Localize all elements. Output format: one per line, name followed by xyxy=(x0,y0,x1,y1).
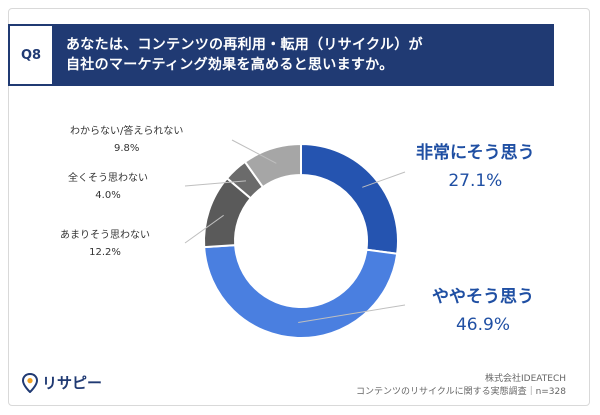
slice-value: 4.0% xyxy=(95,190,121,201)
map-pin-icon xyxy=(22,372,38,393)
slice-label-not-much: あまりそう思わない 12.2% xyxy=(60,226,150,258)
question-line-1: あなたは、コンテンツの再利用・転用（リサイクル）が xyxy=(66,37,423,53)
slice-value: 12.2% xyxy=(89,247,121,258)
slice-value: 46.9% xyxy=(455,315,510,335)
footer-credit: 株式会社IDEATECH コンテンツのリサイクルに関する実態調査｜n=328 xyxy=(356,373,566,399)
slice-label-very-agree: 非常にそう思う 27.1% xyxy=(416,138,535,191)
slice-name: ややそう思う xyxy=(432,287,534,307)
question-text: あなたは、コンテンツの再利用・転用（リサイクル）が 自社のマーケティング効果を高… xyxy=(54,24,435,86)
survey-info: コンテンツのリサイクルに関する実態調査｜n=328 xyxy=(356,387,566,397)
slice-name: あまりそう思わない xyxy=(60,230,150,241)
slice-name: 非常にそう思う xyxy=(416,143,535,163)
leader-line xyxy=(362,171,406,188)
brand-name: リサピー xyxy=(42,374,103,392)
question-header: Q8 あなたは、コンテンツの再利用・転用（リサイクル）が 自社のマーケティング効… xyxy=(8,24,554,86)
question-number: Q8 xyxy=(8,24,54,86)
slice-value: 27.1% xyxy=(448,171,503,191)
slice-label-not-at-all: 全くそう思わない 4.0% xyxy=(68,169,148,201)
slice-very-agree xyxy=(300,142,399,255)
leader-line xyxy=(231,139,277,164)
slice-somewhat-agree xyxy=(203,244,399,339)
slice-value: 9.8% xyxy=(113,143,140,154)
company-name: 株式会社IDEATECH xyxy=(485,374,566,384)
slice-label-dont-know: わからない/答えられない 9.8% xyxy=(70,122,183,154)
question-line-2: 自社のマーケティング効果を高めると思いますか。 xyxy=(66,57,394,73)
leader-line xyxy=(298,304,406,323)
brand-logo: リサピー xyxy=(22,372,102,393)
leader-line xyxy=(184,180,247,187)
leader-line xyxy=(184,214,224,244)
slice-dont-know xyxy=(243,142,302,189)
slice-name: わからない/答えられない xyxy=(70,126,184,137)
slice-label-somewhat-agree: ややそう思う 46.9% xyxy=(432,282,534,335)
slice-name: 全くそう思わない xyxy=(68,173,148,184)
